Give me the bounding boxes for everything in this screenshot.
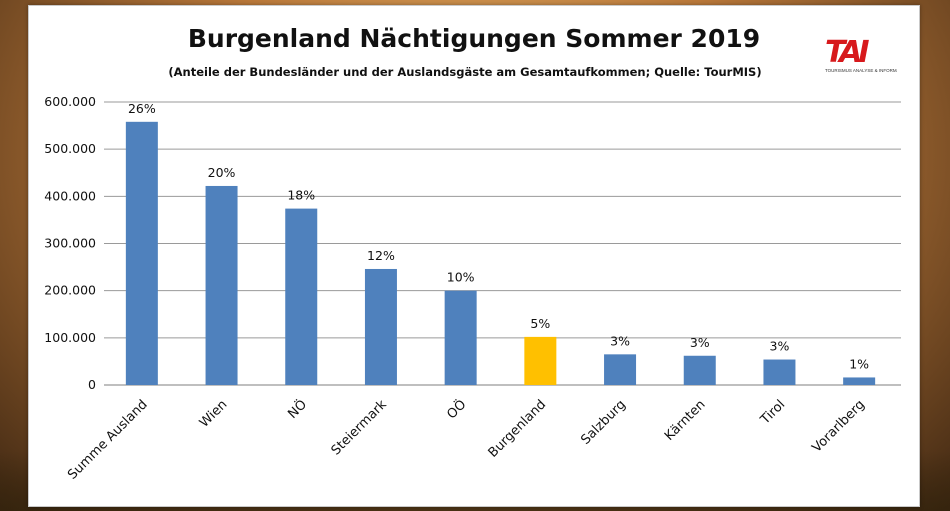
bar <box>683 355 716 385</box>
y-tick-label: 200.000 <box>44 283 96 298</box>
tai-logo: TAI TOURISMUS ANALYSE & INFORMATION <box>825 38 897 80</box>
data-label: 3% <box>690 335 710 350</box>
x-tick-label: OÖ <box>443 396 469 422</box>
y-tick-label: 500.000 <box>44 141 96 156</box>
bar-chart: 0 100.000 200.000 300.000 400.000 500.000 600.… <box>44 94 901 483</box>
y-tick-label: 100.000 <box>44 330 96 345</box>
data-label: 20% <box>208 165 236 180</box>
logo-tagline: TOURISMUS ANALYSE & INFORMATION <box>825 68 897 73</box>
bar <box>205 185 238 385</box>
y-tick-label: 600.000 <box>44 94 96 109</box>
bar <box>125 121 158 385</box>
data-label: 3% <box>770 339 790 354</box>
logo-mark: TAI <box>825 35 870 70</box>
x-tick-label: Summe Ausland <box>65 397 151 483</box>
x-tick-label: Wien <box>197 397 231 431</box>
x-tick-label: Tirol <box>757 397 788 428</box>
bar <box>843 377 876 385</box>
data-label: 3% <box>610 333 630 348</box>
bar <box>524 336 557 385</box>
x-tick-label: Vorarlberg <box>809 397 868 456</box>
x-tick-label: Burgenland <box>486 397 550 461</box>
chart-panel: Burgenland Nächtigungen Sommer 2019 (Ant… <box>28 5 920 507</box>
data-label: 26% <box>128 101 156 116</box>
y-tick-label: 0 <box>88 377 96 392</box>
y-tick-label: 300.000 <box>44 236 96 251</box>
x-tick-label: Kärnten <box>662 397 709 444</box>
x-tick-label: Steiermark <box>329 397 391 459</box>
bar <box>285 208 318 385</box>
bar <box>364 268 397 385</box>
data-label: 18% <box>287 188 315 203</box>
data-label: 12% <box>367 248 395 263</box>
chart-subtitle: (Anteile der Bundesländer und der Auslan… <box>168 65 762 79</box>
bar <box>604 354 637 385</box>
chart-title: Burgenland Nächtigungen Sommer 2019 <box>187 24 761 53</box>
x-tick-label: Salzburg <box>578 397 629 448</box>
x-tick-label: NÖ <box>284 396 310 422</box>
bar <box>444 290 477 385</box>
bar <box>763 359 796 385</box>
data-label: 1% <box>849 356 869 371</box>
y-tick-label: 400.000 <box>44 188 96 203</box>
data-label: 5% <box>530 316 550 331</box>
data-label: 10% <box>447 270 475 285</box>
